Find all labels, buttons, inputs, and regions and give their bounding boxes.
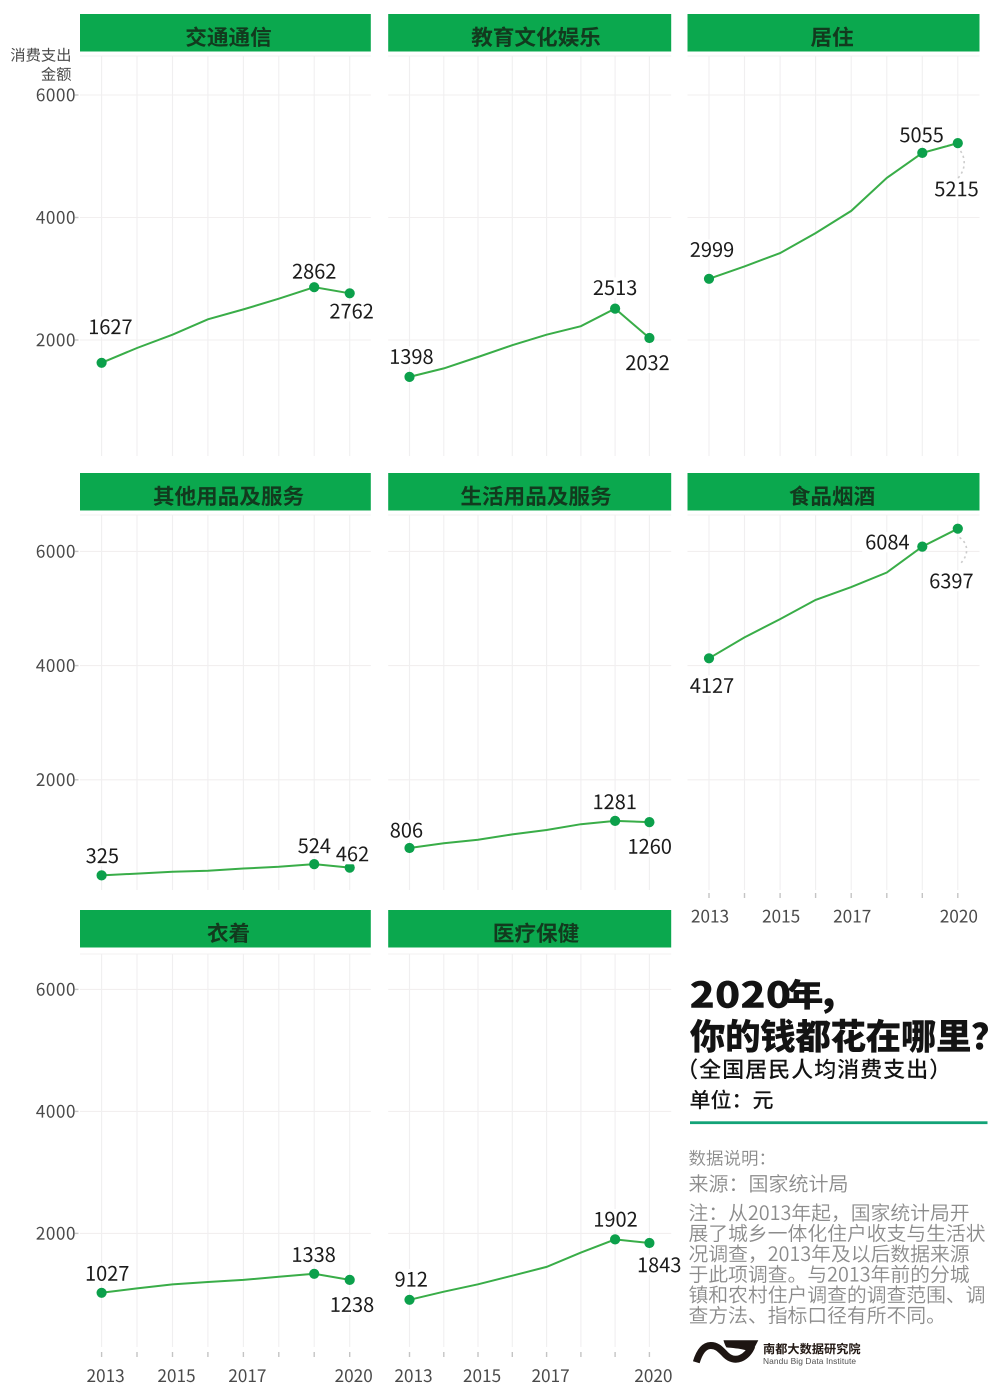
- svg-text:Nandu Big Data Institute: Nandu Big Data Institute: [763, 1356, 856, 1366]
